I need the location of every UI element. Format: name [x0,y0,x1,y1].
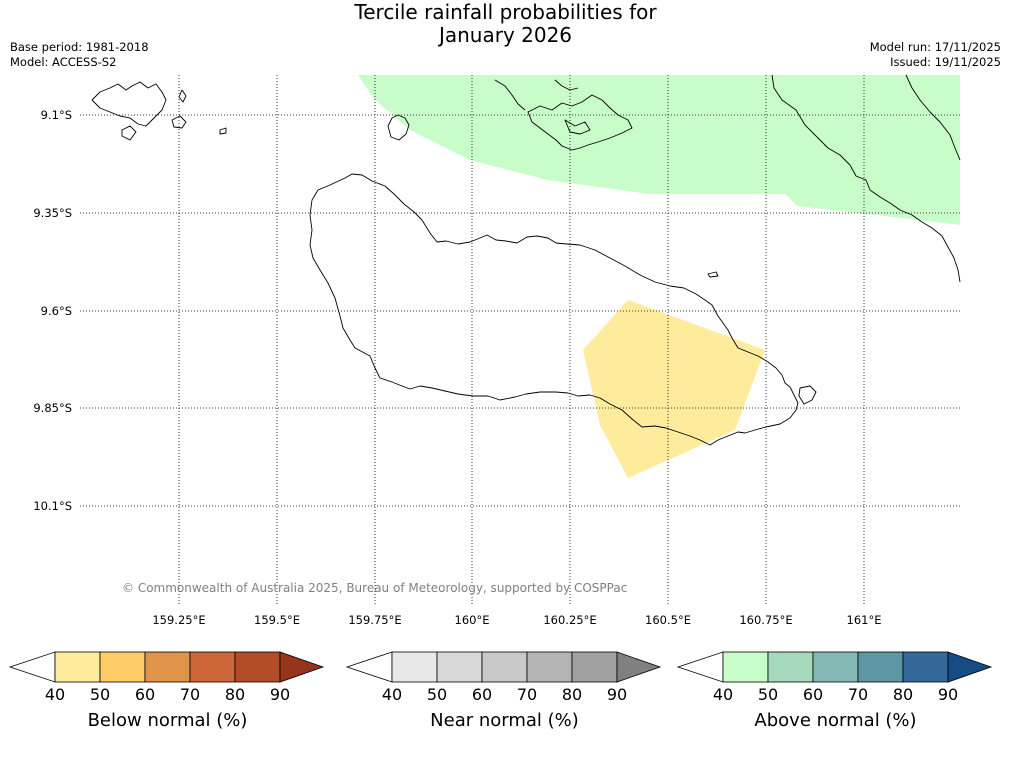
longitude-labels: 159.25°E 159.5°E 159.75°E 160°E 160.25°E… [152,613,881,627]
meta-right: Model run: 17/11/2025 Issued: 19/11/2025 [870,40,1001,70]
lat-label: 10.1°S [33,499,72,513]
base-period-text: Base period: 1981-2018 [10,40,149,54]
lon-label: 160.5°E [645,613,691,627]
colorbar-tick-label: 60 [803,685,823,704]
colorbar-extend-min [345,651,393,683]
colorbar-extend-min [8,651,56,683]
lon-label: 159.75°E [348,613,401,627]
colorbar-segment [436,651,483,683]
colorbar-tick-label: 40 [45,685,65,704]
lat-label: 9.85°S [33,401,72,415]
colorbar-segment [902,651,949,683]
colorbar-title: Below normal (%) [88,710,248,731]
lon-label: 160.25°E [543,613,596,627]
colorbar: 40 50 60 70 80 90 Near normal (%) [345,651,662,731]
colorbar-segment [722,651,769,683]
above-normal-region [358,75,960,225]
lon-label: 159.25°E [152,613,205,627]
map-title-line-2: January 2026 [438,23,573,47]
colorbar-tick-label: 80 [562,685,582,704]
gridlines [80,75,960,605]
colorbar-tick-label: 40 [382,685,402,704]
colorbar-tick-label: 60 [135,685,155,704]
florida-islands-coastline [494,79,526,111]
colorbar-tick-label: 90 [270,685,290,704]
colorbar-extend-max [947,651,993,683]
colorbar-tick-label: 90 [938,685,958,704]
lon-label: 160°E [455,613,490,627]
map-title-line-1: Tercile rainfall probabilities for [354,0,657,24]
lat-label: 9.1°S [41,108,72,122]
coastlines [91,74,961,446]
colorbar-segment [144,651,191,683]
colorbar-tick-label: 40 [713,685,733,704]
russell-islands-coastline [178,89,187,103]
colorbar-segment [54,651,101,683]
malaita-coastline [905,74,961,161]
malaita-coastline [771,74,961,283]
russell-islands-coastline [219,127,227,135]
colorbar-tick-label: 50 [90,685,110,704]
colorbar-segment [767,651,814,683]
islet-coastline [707,271,719,278]
lon-label: 159.5°E [254,613,300,627]
colorbar-segment [234,651,281,683]
colorbar-segment [526,651,573,683]
colorbar: 40 50 60 70 80 90 Below normal (%) [8,651,325,731]
colorbar-tick-label: 70 [848,685,868,704]
florida-islands-coastline [564,119,591,135]
colorbar-title: Above normal (%) [754,710,916,731]
latitude-labels: 9.1°S 9.35°S 9.6°S 9.85°S 10.1°S [33,108,72,513]
lat-label: 9.6°S [41,304,72,318]
colorbar-tick-label: 90 [607,685,627,704]
russell-islands-coastline [91,81,167,127]
meta-left: Base period: 1981-2018 Model: ACCESS-S2 [10,40,149,70]
lon-label: 160.75°E [739,613,792,627]
russell-islands-coastline [121,125,137,141]
colorbar-tick-label: 50 [427,685,447,704]
colorbar-tick-label: 70 [517,685,537,704]
islet-coastline [798,385,817,405]
guadalcanal-coastline [309,173,799,446]
colorbar-segment [99,651,146,683]
model-run-text: Model run: 17/11/2025 [869,40,1001,54]
colorbar-segment [812,651,859,683]
issued-text: Issued: 19/11/2025 [890,55,1001,69]
colorbar-title: Near normal (%) [430,710,579,731]
colorbar-tick-label: 50 [758,685,778,704]
colorbar-segment [481,651,528,683]
copyright-text: © Commonwealth of Australia 2025, Bureau… [122,581,627,595]
colorbar-segment [189,651,236,683]
colorbar-tick-label: 80 [893,685,913,704]
russell-islands-coastline [171,115,187,129]
savo-island-coastline [387,114,410,141]
colorbar: 40 50 60 70 80 90 Above normal (%) [676,651,993,731]
colorbar-segment [571,651,618,683]
colorbars: 40 50 60 70 80 90 Below normal (%) 40 50 60 70 80 90… [8,651,993,731]
model-text: Model: ACCESS-S2 [10,55,117,69]
florida-islands-coastline [527,94,633,151]
florida-islands-coastline [554,79,579,91]
colorbar-tick-label: 80 [225,685,245,704]
colorbar-extend-max [279,651,325,683]
colorbar-tick-label: 60 [472,685,492,704]
lat-label: 9.35°S [33,206,72,220]
colorbar-segment [391,651,438,683]
below-normal-region [583,300,765,478]
colorbar-segment [857,651,904,683]
colorbar-extend-max [616,651,662,683]
colorbar-tick-label: 70 [180,685,200,704]
lon-label: 161°E [847,613,882,627]
colorbar-extend-min [676,651,724,683]
